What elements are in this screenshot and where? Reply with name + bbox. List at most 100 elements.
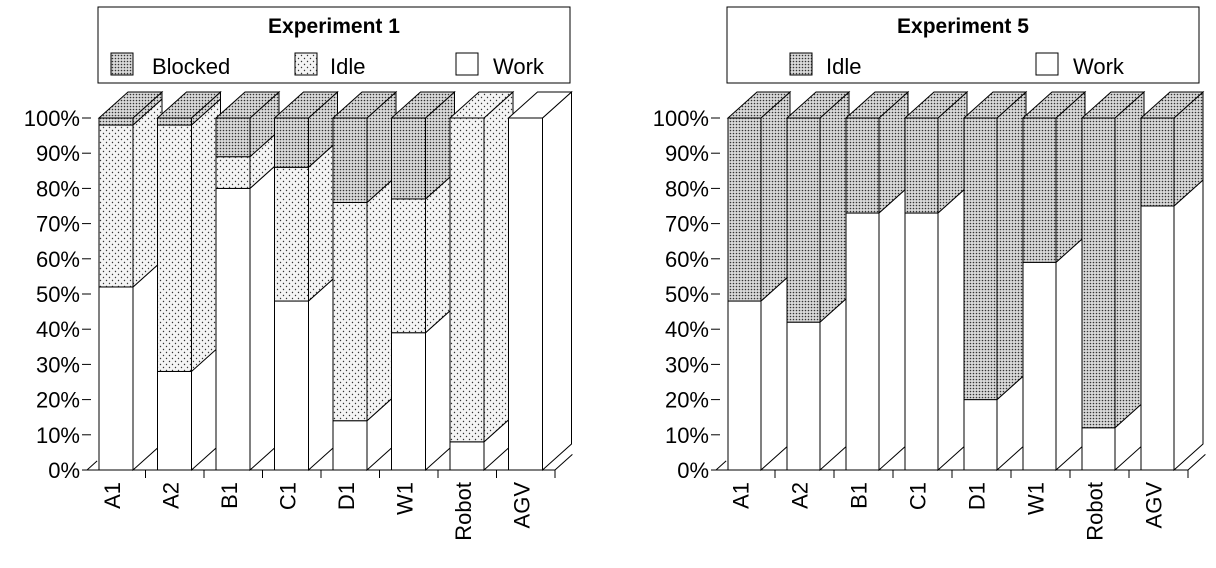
- y-tick-label: 70%: [665, 212, 709, 237]
- bar-b1-top: [214, 91, 281, 119]
- legend-swatch-work: [1035, 52, 1059, 76]
- bar-agv: [507, 90, 573, 472]
- bar-d1-idle: [963, 117, 998, 401]
- x-tick-label: W1: [393, 482, 418, 515]
- bar-w1-work-side: [1055, 235, 1086, 472]
- y-tick-label: 10%: [36, 423, 80, 448]
- bar-a2-idle-side: [819, 90, 850, 324]
- bar-a1-top: [97, 91, 164, 119]
- bar-a2: [785, 90, 851, 472]
- x-tick-label: A2: [159, 482, 184, 509]
- bar-w1: [390, 90, 456, 472]
- legend-label-idle: Idle: [826, 54, 861, 79]
- bar-d1-top: [962, 91, 1028, 119]
- floor-edge: [715, 460, 727, 471]
- legend-swatch-work: [455, 52, 479, 76]
- bar-b1-idle: [215, 156, 251, 189]
- y-tick-label: 90%: [665, 141, 709, 166]
- bar-robot-idle-side: [1114, 90, 1145, 429]
- y-tick-label: 70%: [36, 212, 80, 237]
- legend-frame: [97, 6, 571, 84]
- bar-robot-work: [1081, 427, 1116, 471]
- bar-a1-idle: [727, 117, 762, 302]
- bar-a1-work: [98, 286, 134, 471]
- bar-c1-top: [273, 91, 339, 119]
- bar-w1: [1021, 90, 1087, 472]
- bar-b1-top: [844, 91, 910, 119]
- bar-w1-idle: [1022, 117, 1057, 263]
- x-tick-label: C1: [906, 482, 931, 510]
- bar-c1: [273, 90, 339, 472]
- y-tick-label: 50%: [665, 282, 709, 307]
- bar-agv-work-side: [1173, 178, 1204, 472]
- bar-a2-work: [786, 321, 821, 471]
- bar-robot: [448, 90, 515, 472]
- x-tick-label: D1: [334, 482, 359, 510]
- bar-agv-work-side: [542, 90, 572, 472]
- bar-d1-blocked: [332, 117, 368, 203]
- bar-b1: [214, 90, 281, 472]
- bar-w1-blocked: [391, 117, 426, 200]
- bar-robot-top: [1080, 91, 1146, 119]
- bar-d1-top: [331, 91, 398, 119]
- x-tick-label: AGV: [510, 482, 535, 529]
- x-tick-label: AGV: [1142, 482, 1167, 529]
- y-tick-label: 80%: [36, 176, 80, 201]
- bar-b1-idle: [845, 117, 880, 214]
- floor-edge: [1187, 454, 1206, 471]
- bar-a1: [97, 90, 164, 472]
- plot-area: 0% 10% 20% 30% 40% 50% 60% 70% 80% 90% 100% A1 A2 B1 C…: [653, 90, 1206, 541]
- y-tick-label: 20%: [665, 388, 709, 413]
- bar-a1-work: [727, 300, 762, 471]
- bar-a1-idle: [98, 124, 134, 288]
- bar-a1-blocked: [98, 117, 134, 126]
- bar-w1-idle: [391, 198, 426, 334]
- legend-swatch-idle: [294, 52, 318, 76]
- floor-edge: [86, 460, 98, 471]
- bar-d1: [331, 90, 398, 472]
- x-tick-label: Robot: [1083, 482, 1108, 541]
- bar-a2-top: [156, 91, 222, 119]
- legend-label-blocked: Blocked: [152, 54, 230, 79]
- y-tick-label: 80%: [665, 176, 709, 201]
- x-tick-label: W1: [1024, 482, 1049, 515]
- y-tick-label: 100%: [24, 106, 80, 131]
- x-tick-label: C1: [276, 482, 301, 510]
- x-tick-label: A1: [729, 482, 754, 509]
- legend-label-work: Work: [1073, 54, 1125, 79]
- y-tick-label: 0%: [48, 458, 80, 483]
- bar-c1-work: [274, 300, 309, 471]
- bar-agv-work: [1140, 205, 1175, 471]
- bar-agv-work: [508, 117, 543, 471]
- x-tick-label: B1: [847, 482, 872, 509]
- bar-b1-work: [215, 187, 251, 471]
- bar-b1-blocked: [215, 117, 251, 158]
- y-tick-label: 40%: [36, 317, 80, 342]
- bar-c1-work: [904, 212, 939, 471]
- legend-label-work: Work: [493, 54, 545, 79]
- bar-b1-work-side: [878, 185, 909, 472]
- chart-experiment-1: Experiment 1 Blocked Idle Work 0% 10% 20% 3…: [24, 6, 573, 541]
- y-tick-label: 30%: [665, 352, 709, 377]
- floor-edge: [554, 454, 573, 471]
- plot-area: 0% 10% 20% 30% 40% 50% 60% 70% 80% 90% 100% A1 A2 B1 C…: [24, 90, 573, 541]
- bar-w1-top: [390, 91, 456, 119]
- bar-a1: [726, 90, 792, 472]
- legend-swatch-idle: [789, 52, 813, 76]
- x-tick-label: D1: [965, 482, 990, 510]
- bar-a2: [156, 90, 222, 472]
- chart-title: Experiment 1: [268, 15, 400, 38]
- bar-agv: [1139, 90, 1205, 472]
- bar-robot-top: [448, 91, 515, 119]
- legend-label-idle: Idle: [330, 54, 365, 79]
- bar-a2-work: [157, 370, 192, 471]
- bar-agv-top: [1139, 91, 1205, 119]
- bar-a2-idle: [157, 124, 192, 372]
- bar-c1-idle: [904, 117, 939, 214]
- chart-title: Experiment 5: [897, 15, 1029, 38]
- bar-agv-idle: [1140, 117, 1175, 207]
- bar-agv-top: [507, 91, 573, 119]
- bar-w1-idle-side: [1055, 90, 1086, 264]
- bar-b1: [844, 90, 910, 472]
